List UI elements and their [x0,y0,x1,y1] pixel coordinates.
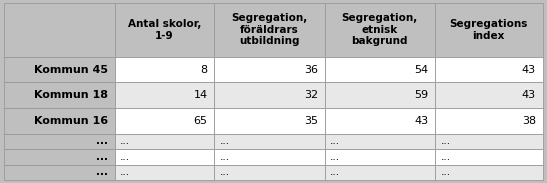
Bar [115,3,214,57]
Bar [4,82,115,108]
Bar [4,149,115,165]
Text: ...: ... [220,136,230,146]
Text: 38: 38 [522,116,536,126]
Bar [115,82,214,108]
Bar [324,134,435,149]
Text: Kommun 16: Kommun 16 [34,116,108,126]
Text: ...: ... [220,167,230,178]
Bar [324,3,435,57]
Bar [214,134,324,149]
Bar [214,165,324,180]
Text: 43: 43 [522,90,536,100]
Bar [4,134,115,149]
Text: Segregations
index: Segregations index [450,19,528,41]
Bar [435,134,543,149]
Text: 43: 43 [522,65,536,75]
Bar [214,3,324,57]
Text: ...: ... [440,136,451,146]
Bar [214,108,324,134]
Bar [435,149,543,165]
Bar [115,149,214,165]
Bar [324,165,435,180]
Bar [324,57,435,82]
Text: ...: ... [120,152,130,162]
Text: ...: ... [440,152,451,162]
Bar [435,57,543,82]
Text: 36: 36 [304,65,318,75]
Bar [435,3,543,57]
Bar [324,149,435,165]
Bar [4,165,115,180]
Text: Segregation,
etnisk
bakgrund: Segregation, etnisk bakgrund [342,13,418,46]
Bar [4,57,115,82]
Text: Antal skolor,
1-9: Antal skolor, 1-9 [128,19,201,41]
Bar [324,108,435,134]
Text: 43: 43 [414,116,428,126]
Text: 35: 35 [304,116,318,126]
Bar [115,108,214,134]
Text: ...: ... [96,152,108,162]
Text: Segregation,
föräldrars
utbildning: Segregation, föräldrars utbildning [231,13,307,46]
Text: 59: 59 [414,90,428,100]
Bar [435,165,543,180]
Bar [115,134,214,149]
Text: 54: 54 [414,65,428,75]
Bar [115,165,214,180]
Text: 32: 32 [304,90,318,100]
Text: ...: ... [220,152,230,162]
Bar [115,57,214,82]
Bar [214,57,324,82]
Text: 8: 8 [201,65,208,75]
Text: 14: 14 [194,90,208,100]
Text: ...: ... [96,136,108,146]
Bar [435,108,543,134]
Text: ...: ... [120,167,130,178]
Text: ...: ... [96,167,108,178]
Bar [4,3,115,57]
Bar [4,108,115,134]
Text: ...: ... [440,167,451,178]
Text: 65: 65 [194,116,208,126]
Text: Kommun 45: Kommun 45 [34,65,108,75]
Bar [435,82,543,108]
Text: ...: ... [330,167,340,178]
Bar [324,82,435,108]
Text: ...: ... [330,152,340,162]
Bar [214,149,324,165]
Bar [214,82,324,108]
Text: ...: ... [330,136,340,146]
Text: Kommun 18: Kommun 18 [34,90,108,100]
Text: ...: ... [120,136,130,146]
